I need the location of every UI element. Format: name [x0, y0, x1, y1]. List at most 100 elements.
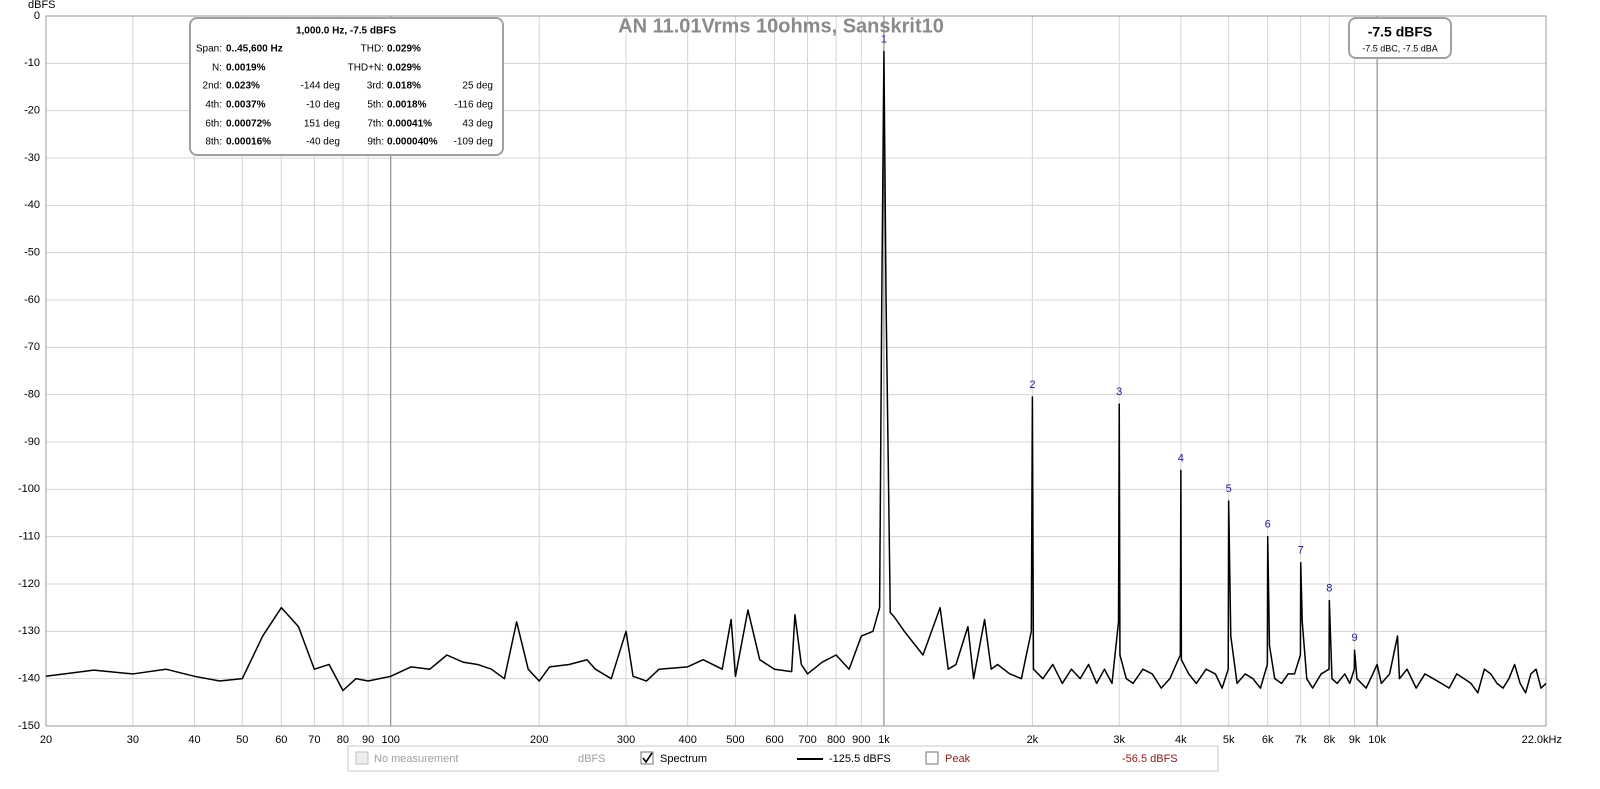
harmonic-label: 1 [881, 33, 887, 45]
y-axis-label: dBFS [28, 0, 56, 11]
y-tick-label: -40 [24, 199, 40, 211]
x-tick-label: 70 [308, 734, 320, 746]
x-tick-label: 90 [362, 734, 374, 746]
info-phase: 43 deg [462, 119, 493, 130]
harmonic-label: 5 [1226, 483, 1232, 495]
legend-spectrum[interactable]: Spectrum [660, 753, 707, 765]
info-label: Span: [196, 44, 222, 55]
info-label: 3rd: [367, 81, 384, 92]
harmonic-label: 8 [1326, 582, 1332, 594]
x-tick-label: 3k [1113, 734, 1125, 746]
legend-unit: dBFS [578, 753, 606, 765]
legend-peak[interactable]: Peak [945, 753, 971, 765]
info-label: N: [212, 63, 222, 74]
x-tick-label: 100 [382, 734, 400, 746]
checkbox[interactable] [925, 751, 939, 765]
x-tick-label: 300 [617, 734, 635, 746]
x-tick-label: 700 [798, 734, 816, 746]
info-label: 9th: [367, 137, 384, 148]
info-label: 4th: [205, 100, 222, 111]
info-box-frame [189, 17, 504, 156]
info-value: 0.029% [387, 63, 421, 74]
info-value: 0.023% [226, 81, 260, 92]
y-tick-label: -90 [24, 436, 40, 448]
info-label: 2nd: [203, 81, 222, 92]
info-phase: -116 deg [454, 100, 493, 111]
info-value: 0.000040% [387, 137, 438, 148]
harmonic-label: 2 [1029, 379, 1035, 391]
harmonic-label: 6 [1265, 519, 1271, 531]
x-tick-label: 80 [337, 734, 349, 746]
checkbox[interactable] [355, 751, 369, 765]
x-tick-label: 40 [188, 734, 200, 746]
x-tick-label: 30 [127, 734, 139, 746]
x-tick-label: 500 [726, 734, 744, 746]
harmonic-label: 4 [1178, 452, 1184, 464]
info-value: 0.018% [387, 81, 421, 92]
x-tick-label: 10k [1368, 734, 1386, 746]
x-tick-label: 5k [1223, 734, 1235, 746]
info-label: THD: [361, 44, 384, 55]
x-tick-label: 60 [275, 734, 287, 746]
info-phase: -10 deg [306, 100, 340, 111]
x-tick-label: 2k [1027, 734, 1039, 746]
info-value: 0.0037% [226, 100, 266, 111]
y-tick-label: 0 [34, 10, 40, 22]
harmonic-label: 9 [1351, 632, 1357, 644]
y-tick-label: -10 [24, 57, 40, 69]
info-value: 0.00041% [387, 119, 432, 130]
legend-no-measurement: No measurement [374, 753, 458, 765]
level-main: -7.5 dBFS [1368, 24, 1433, 40]
info-phase: -109 deg [454, 137, 493, 148]
y-tick-label: -80 [24, 389, 40, 401]
x-tick-label: 20 [40, 734, 52, 746]
y-tick-label: -120 [18, 578, 40, 590]
x-tick-label: 400 [678, 734, 696, 746]
info-box: 1,000.0 Hz, -7.5 dBFS Span: 0..45,600 Hz T… [189, 17, 504, 156]
legend-bar-frame [347, 745, 1219, 772]
y-tick-label: -140 [18, 673, 40, 685]
x-tick-label: 4k [1175, 734, 1187, 746]
level-box: -7.5 dBFS -7.5 dBC, -7.5 dBA [1348, 17, 1452, 59]
chart-title: AN 11.01Vrms 10ohms, Sanskrit10 [618, 15, 944, 37]
info-value: 0.029% [387, 44, 421, 55]
info-label: 5th: [367, 100, 384, 111]
y-tick-label: -30 [24, 152, 40, 164]
x-tick-label: 8k [1324, 734, 1336, 746]
y-tick-label: -50 [24, 247, 40, 259]
y-tick-label: -100 [18, 483, 40, 495]
info-value: 0.0018% [387, 100, 427, 111]
info-value: 0..45,600 Hz [226, 44, 283, 55]
legend-peak-level: -56.5 dBFS [1122, 753, 1178, 765]
info-label: 7th: [367, 119, 384, 130]
harmonic-label: 3 [1116, 386, 1122, 398]
info-label: THD+N: [348, 63, 384, 74]
y-tick-label: -20 [24, 105, 40, 117]
x-tick-label: 800 [827, 734, 845, 746]
info-value: 0.00016% [226, 137, 271, 148]
plot-frame [45, 15, 1547, 727]
info-phase: 25 deg [462, 81, 493, 92]
info-phase: -144 deg [301, 81, 340, 92]
x-tick-label: 1k [878, 734, 890, 746]
info-header: 1,000.0 Hz, -7.5 dBFS [296, 26, 396, 37]
info-label: 8th: [205, 137, 222, 148]
level-sub: -7.5 dBC, -7.5 dBA [1362, 43, 1438, 53]
y-tick-label: -150 [18, 720, 40, 732]
x-tick-label: 600 [765, 734, 783, 746]
y-tick-label: -70 [24, 341, 40, 353]
x-tick-label: 22.0kHz [1522, 734, 1562, 746]
level-box-frame [1348, 17, 1452, 59]
info-phase: -40 deg [306, 137, 340, 148]
x-tick-label: 200 [530, 734, 548, 746]
legend-spectrum-level: -125.5 dBFS [829, 753, 891, 765]
spectrum-line [45, 50, 1547, 694]
y-tick-label: -60 [24, 294, 40, 306]
y-tick-label: -130 [18, 625, 40, 637]
x-tick-label: 7k [1295, 734, 1307, 746]
info-value: 0.00072% [226, 119, 271, 130]
x-tick-label: 9k [1349, 734, 1361, 746]
info-value: 0.0019% [226, 63, 266, 74]
